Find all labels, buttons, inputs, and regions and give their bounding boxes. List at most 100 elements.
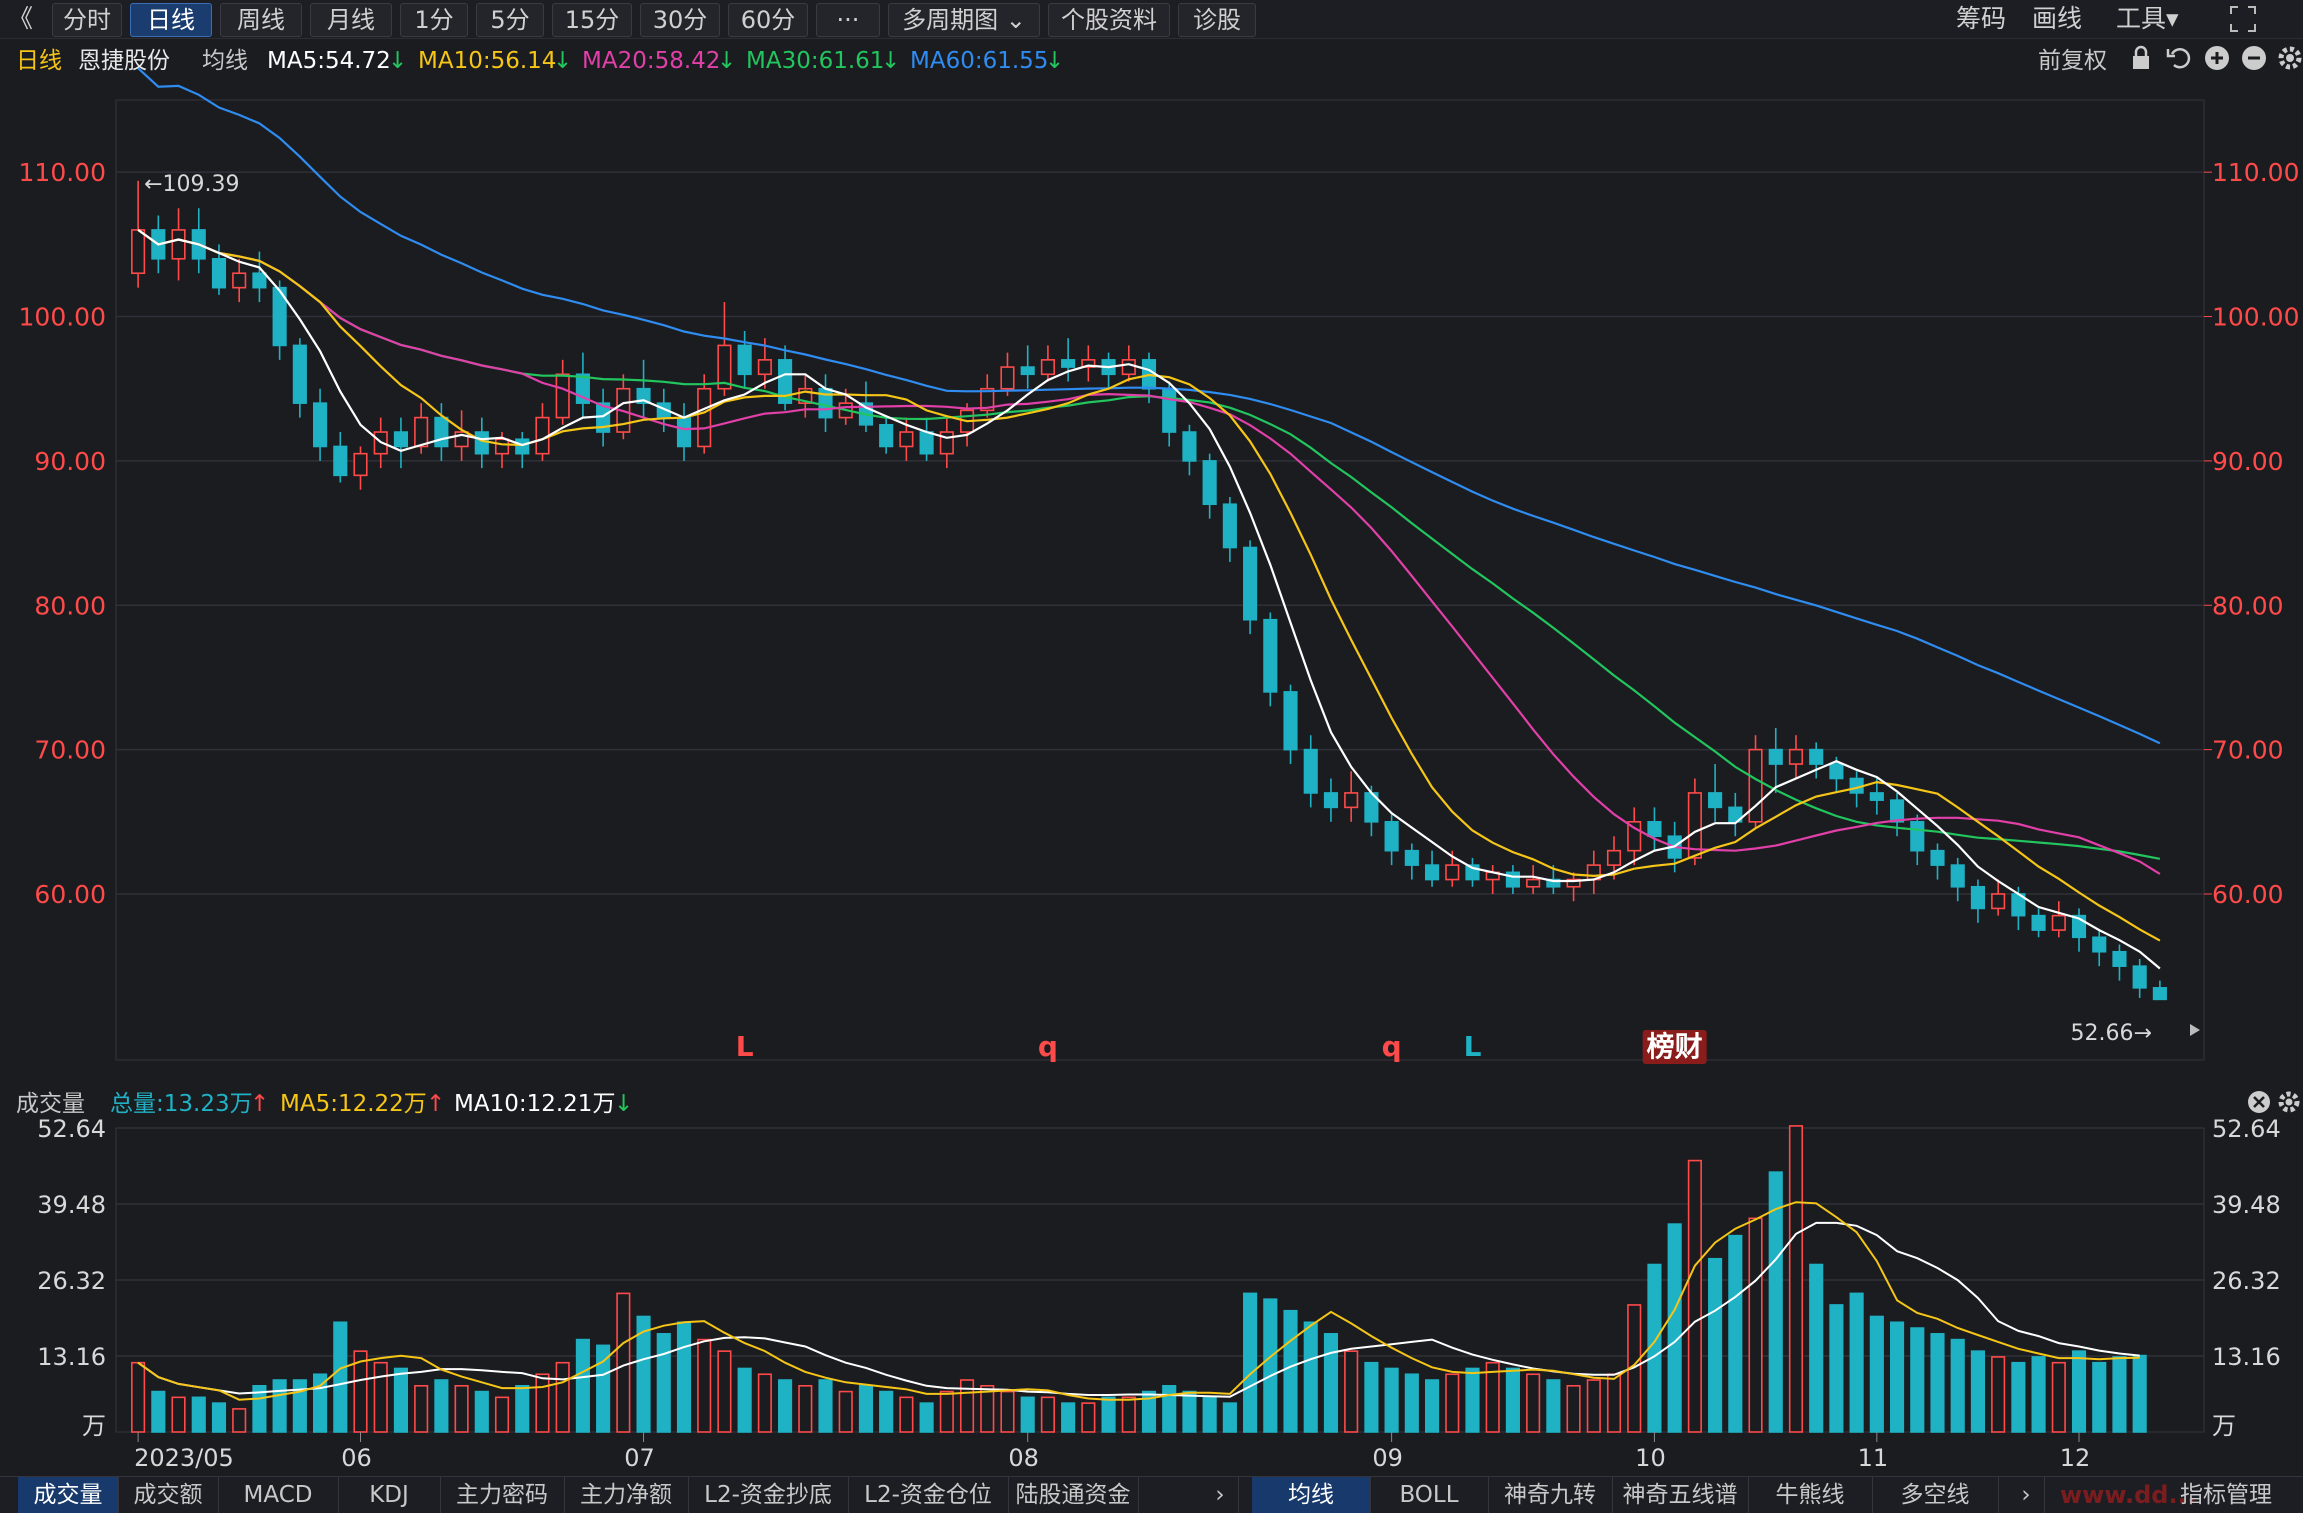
candle-body [2051,914,2066,931]
zoom-in-icon[interactable] [2203,44,2231,84]
candle-body [1182,431,1197,462]
date-tick-label: 08 [1008,1444,1039,1472]
tools-button[interactable]: 工具▾ [2116,4,2179,33]
back-icon[interactable]: 《 [8,4,34,33]
overlay-tab-1[interactable]: BOLL [1370,1477,1489,1513]
period-tab-6[interactable]: 15分 [552,3,632,37]
volume-bar [838,1390,853,1433]
volume-bar [1869,1315,1884,1433]
tabs-next-icon-right[interactable]: › [2008,1477,2045,1513]
candle-body [1566,878,1581,888]
volume-bar [2071,1350,2087,1433]
panel-settings-icon[interactable] [2276,1089,2302,1126]
indicator-tab-0[interactable]: 成交量 [18,1477,119,1513]
price-panel-frame [115,99,2205,1061]
undo-icon[interactable] [2166,44,2194,84]
overlay-tab-0[interactable]: 均线 [1252,1477,1371,1513]
candle-body [1829,763,1844,780]
volume-bar [1445,1373,1460,1433]
volume-bar [1788,1125,1804,1433]
volume-total-trend-icon: ↑ [250,1091,270,1117]
date-axis: 2023/05 06 07 08 09 10 11 12 [134,1432,2090,1472]
volume-bar [1182,1390,1197,1433]
volume-bar [1141,1390,1157,1433]
candle-body [1323,792,1339,809]
indicator-manager-button[interactable]: 指标管理 [2180,1482,2272,1508]
volume-bar [1970,1350,1985,1433]
period-tab-8[interactable]: 60分 [728,3,808,37]
volume-bar [778,1379,793,1433]
indicator-tab-6[interactable]: L2-资金抄底 [688,1477,849,1513]
signal-marker: 榜财 [1647,1030,1703,1063]
expand-icon[interactable] [2228,0,2258,38]
zoom-out-icon[interactable] [2240,44,2268,84]
ma30-trend-icon: ↓ [881,48,901,74]
candle-body [494,438,510,455]
signal-marker: L [736,1030,754,1063]
draw-line-button[interactable]: 画线 [2032,4,2083,33]
indicator-tab-4[interactable]: 主力密码 [440,1477,565,1513]
volume-bar [1546,1379,1561,1433]
volume-bar [1404,1373,1419,1433]
period-tab-11[interactable]: 个股资料 [1048,3,1170,37]
volume-bar [232,1408,247,1433]
period-tab-9[interactable]: ··· [816,3,880,37]
lock-icon[interactable] [2130,44,2152,84]
period-tab-0[interactable]: 分时 [52,3,122,37]
volume-bar [1243,1292,1258,1433]
indicator-tab-7[interactable]: L2-资金仓位 [848,1477,1009,1513]
indicator-tab-5[interactable]: 主力净额 [564,1477,689,1513]
volume-tick-right: 26.32 [2212,1267,2281,1295]
volume-bar [1081,1402,1096,1433]
volume-label[interactable]: 成交量 [16,1091,85,1117]
period-tab-12[interactable]: 诊股 [1178,3,1256,37]
ma20-line [137,229,2161,875]
volume-bar [1061,1402,1076,1433]
volume-bar [1364,1361,1379,1433]
volume-bar [2092,1361,2107,1433]
tabs-next-icon[interactable]: › [1202,1477,1239,1513]
period-tab-1[interactable]: 日线 [130,3,212,37]
date-tick-label: 11 [1858,1444,1889,1472]
ma-group-label[interactable]: 均线 [202,48,248,74]
period-tab-5[interactable]: 5分 [476,3,544,37]
volume-bar [757,1373,772,1433]
ma5-line [137,229,2161,970]
volume-bar [211,1402,227,1433]
volume-ma-lines [137,1201,2140,1401]
volume-bar [555,1361,570,1433]
volume-bar [1222,1402,1237,1433]
volume-bar [2112,1356,2127,1433]
overlay-tab-2[interactable]: 神奇九转 [1488,1477,1613,1513]
period-tab-3[interactable]: 月线 [310,3,392,37]
candle-body [1930,849,1945,866]
kline-chart[interactable]: 110.00 110.00 100.00 100.00 90.00 90.00 80.00 8… [0,0,2303,1476]
price-tick-left: 110.00 [19,158,106,187]
indicator-tabs: 成交量 成交额 MACD KDJ 主力密码 主力净额 L2-资金抄底 L2-资金仓位 陆股通资金… [0,1476,2303,1513]
period-tab-7[interactable]: 30分 [640,3,720,37]
candle-body [1243,546,1258,621]
indicator-tab-2[interactable]: MACD [218,1477,339,1513]
close-panel-icon[interactable] [2246,1089,2272,1126]
candle-body [1708,792,1723,809]
overlay-tab-4[interactable]: 牛熊线 [1748,1477,1873,1513]
candle-body [1991,893,2006,910]
volume-bar [1708,1257,1723,1433]
period-tab-4[interactable]: 1分 [400,3,468,37]
period-tab-2[interactable]: 周线 [220,3,302,37]
indicator-tab-3[interactable]: KDJ [338,1477,441,1513]
period-tab-10[interactable]: 多周期图 ⌄ [888,3,1040,37]
chips-button[interactable]: 筹码 [1956,4,2007,33]
overlay-tab-3[interactable]: 神奇五线谱 [1612,1477,1749,1513]
candles [131,180,2167,1001]
adjust-mode-button[interactable]: 前复权 [2038,48,2107,74]
overlay-tab-5[interactable]: 多空线 [1872,1477,1999,1513]
volume-bar [899,1396,914,1433]
volume-tick-right: 52.64 [2212,1115,2281,1143]
indicator-tab-8[interactable]: 陆股通资金 [1008,1477,1139,1513]
settings-icon[interactable] [2276,44,2303,84]
volume-ma10-trend-icon: ↓ [614,1091,634,1117]
current-price-marker [2190,1023,2200,1036]
indicator-tab-1[interactable]: 成交额 [118,1477,219,1513]
volume-bar [1889,1321,1905,1433]
